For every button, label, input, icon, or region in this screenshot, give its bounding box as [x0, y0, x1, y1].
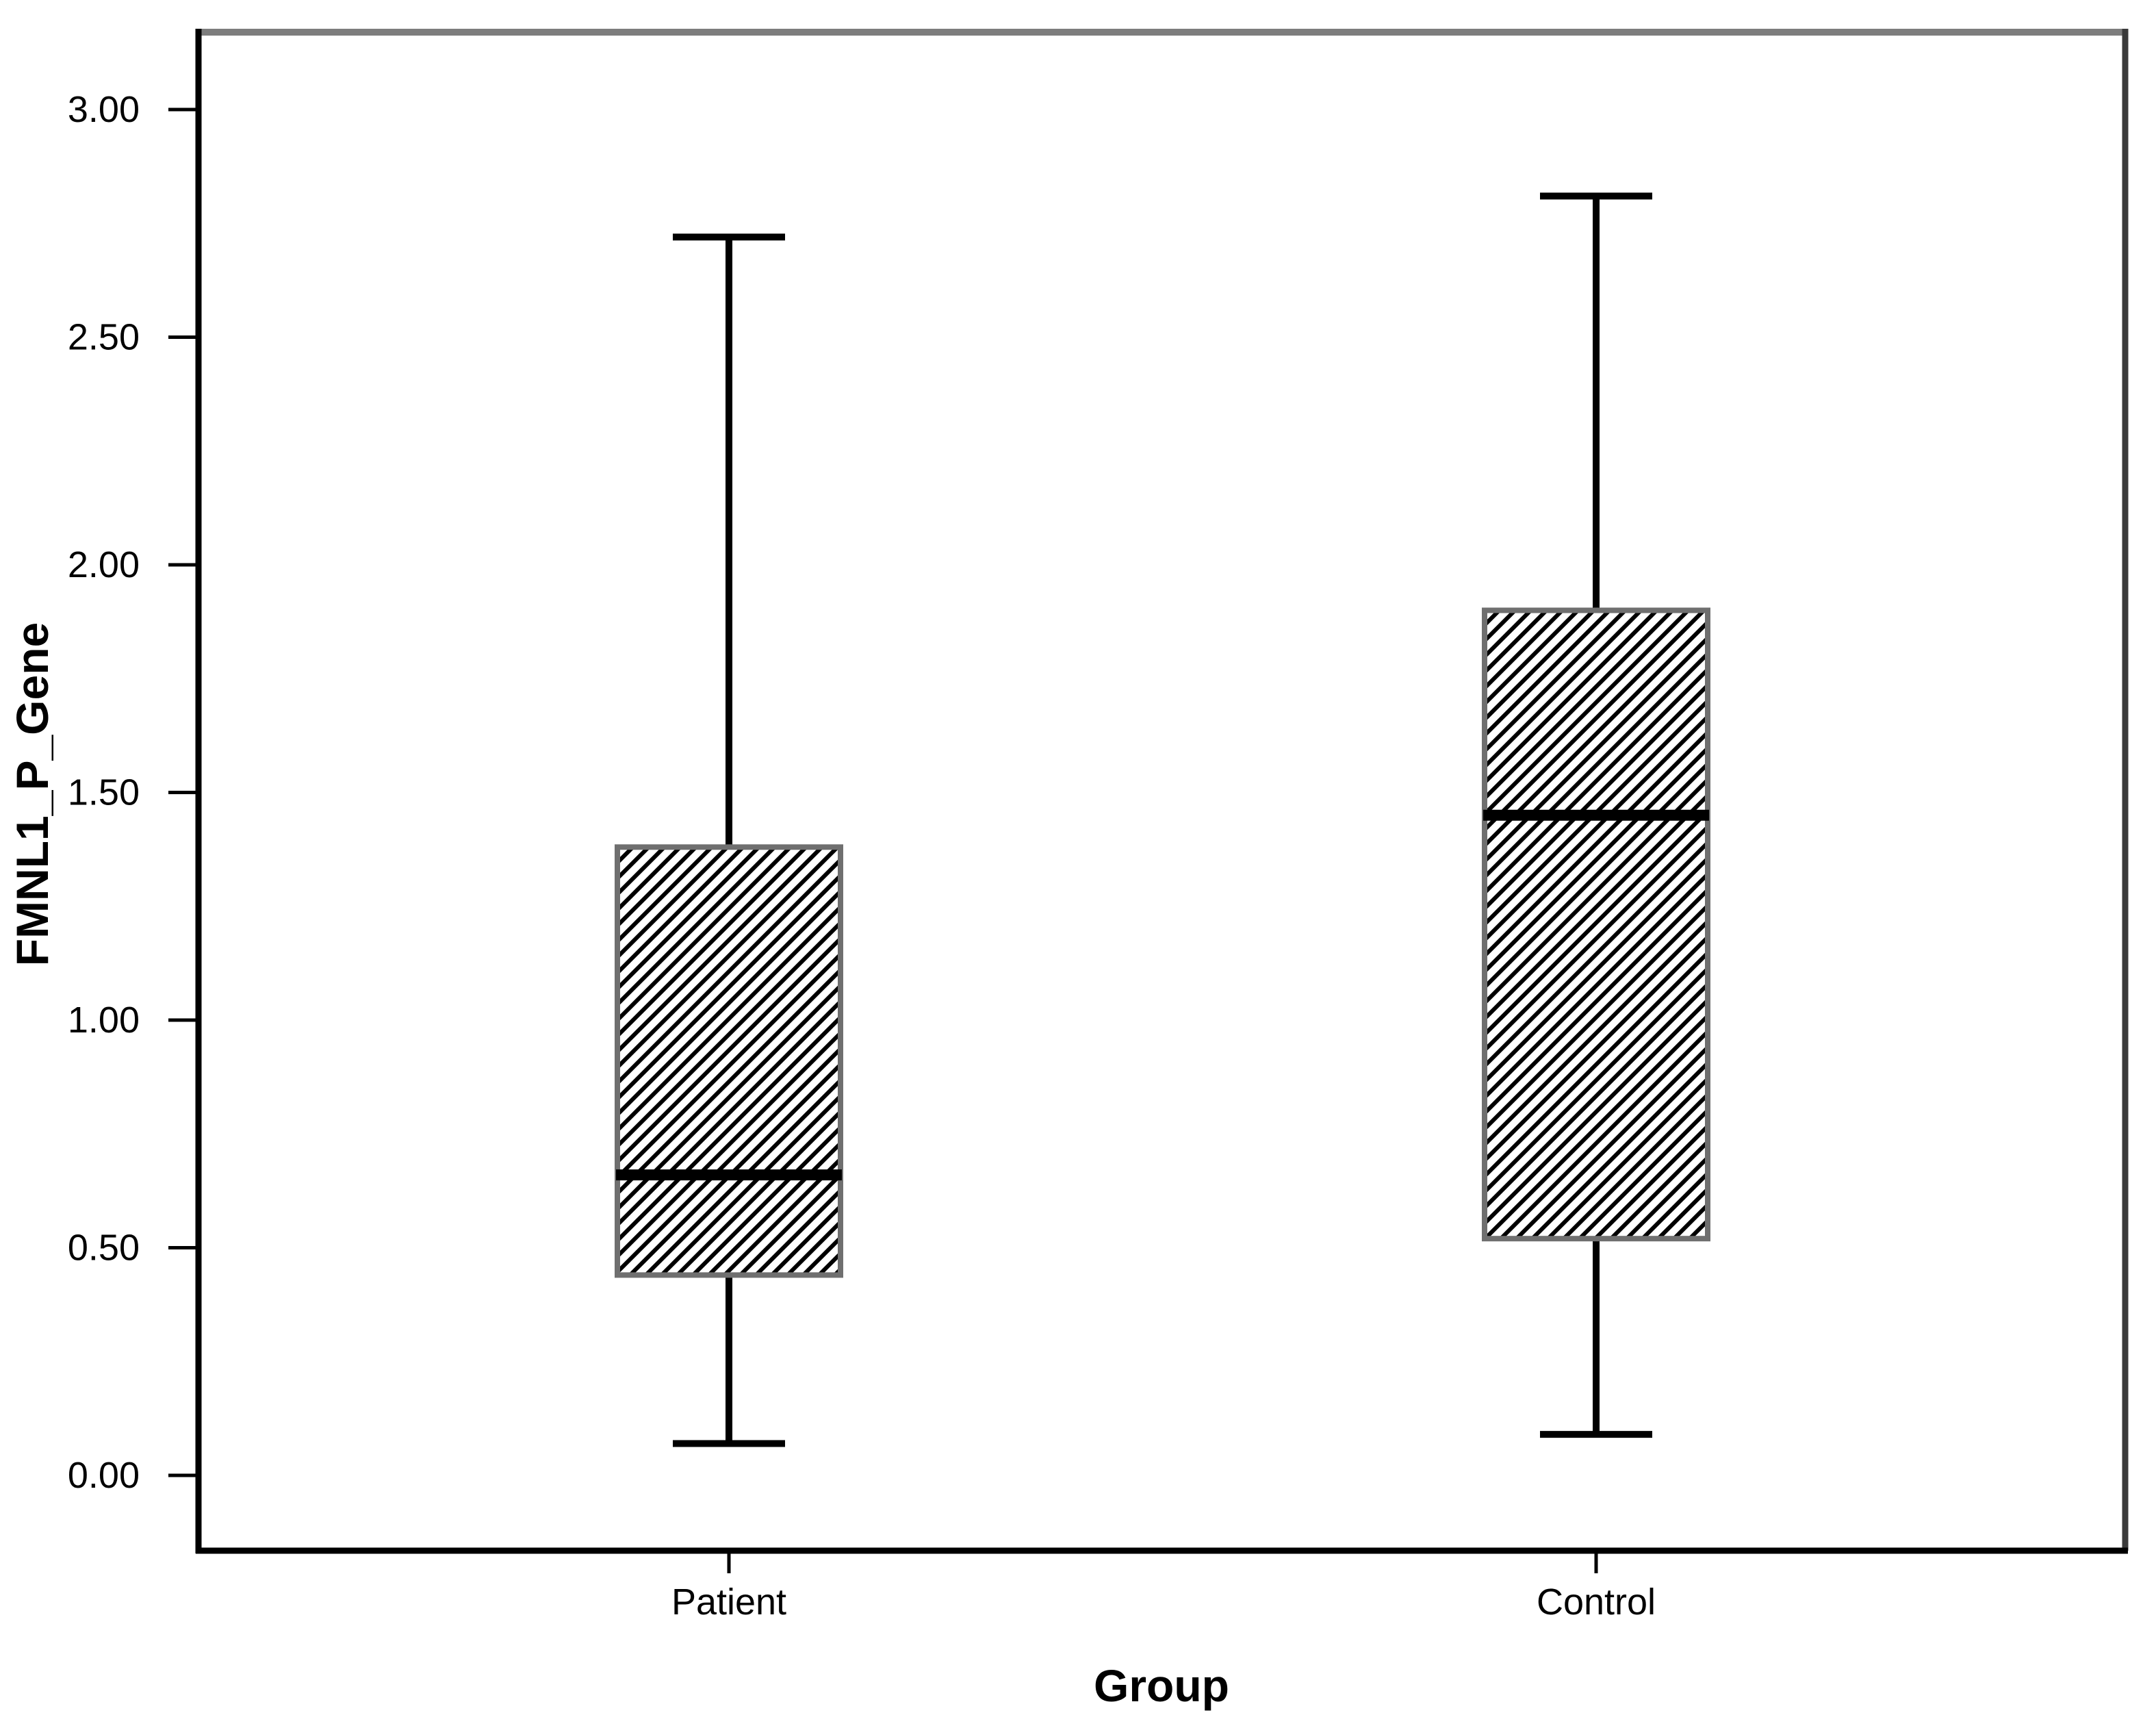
y-tick-label-2.50: 2.50 [68, 317, 140, 358]
category-label-control: Control [1537, 1581, 1656, 1623]
x-axis-ticks: Patient Control [671, 1551, 1656, 1623]
box-patient [615, 233, 843, 1447]
iqr-box [615, 844, 843, 1278]
iqr-box [1482, 607, 1710, 1242]
y-tick-label-1.00: 1.00 [68, 1000, 140, 1041]
plot-area [198, 31, 2125, 1551]
y-tick-label-1.50: 1.50 [68, 772, 140, 813]
box-series [615, 192, 1710, 1447]
y-tick-label-0.50: 0.50 [68, 1228, 140, 1269]
box-control [1482, 192, 1710, 1438]
y-tick-label-0.00: 0.00 [68, 1455, 140, 1496]
y-axis-ticks: 0.00 0.50 1.00 1.50 2.00 2.50 3.00 [68, 89, 198, 1496]
category-label-patient: Patient [671, 1581, 786, 1623]
x-axis-title: Group [1094, 1660, 1229, 1711]
y-tick-label-2.00: 2.00 [68, 544, 140, 585]
y-tick-label-3.00: 3.00 [68, 89, 140, 130]
y-axis-title: FMNL1_P_Gene [7, 622, 57, 966]
